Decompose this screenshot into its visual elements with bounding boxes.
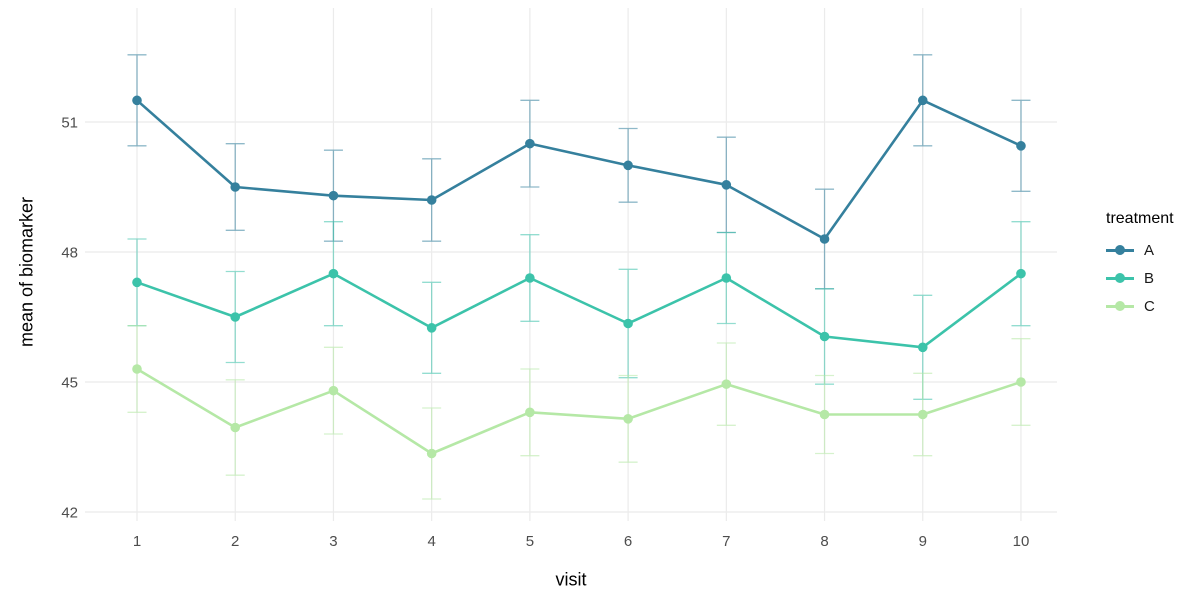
gridlines-horizontal: [85, 121, 1057, 513]
y-tick-label-45: 45: [61, 374, 78, 391]
x-tick-label-3: 3: [329, 533, 337, 550]
data-point-C-3: [328, 385, 339, 396]
x-tick-label-4: 4: [427, 533, 435, 550]
legend-key-c-icon: [1106, 300, 1134, 312]
data-point-C-10: [1016, 377, 1026, 387]
legend-key-a-icon: [1106, 244, 1134, 256]
error-bars-B: [127, 221, 1031, 400]
legend-key-dot: [1115, 273, 1125, 283]
x-tick-label-2: 2: [231, 533, 239, 550]
series-B: [127, 221, 1031, 400]
error-bars-A: [127, 54, 1031, 290]
data-point-C-4: [426, 448, 437, 459]
x-tick-label-9: 9: [919, 533, 927, 550]
data-point-C-1: [132, 364, 142, 374]
x-tick-label-6: 6: [624, 533, 632, 550]
x-tick-label-7: 7: [722, 533, 730, 550]
legend-label-c: C: [1144, 297, 1155, 315]
data-point-C-6: [623, 414, 633, 424]
data-point-A-5: [525, 138, 535, 149]
data-point-B-8: [819, 331, 830, 342]
data-point-B-7: [721, 273, 732, 283]
data-point-C-7: [721, 379, 732, 389]
x-tick-label-5: 5: [526, 533, 534, 550]
y-tick-label-51: 51: [61, 115, 78, 132]
data-point-B-2: [230, 312, 241, 322]
series-C: [127, 325, 1031, 500]
legend-item-c: C: [1106, 292, 1174, 320]
data-point-B-4: [426, 323, 437, 333]
data-point-C-2: [230, 422, 241, 433]
data-point-A-9: [917, 95, 928, 106]
data-point-A-4: [426, 195, 437, 205]
series-line-B: [135, 272, 1023, 349]
data-point-C-5: [525, 407, 535, 418]
legend-label-b: B: [1144, 269, 1155, 287]
legend: treatment A B C: [1106, 210, 1174, 320]
y-axis-tick-labels: 42 45 48 51: [61, 115, 78, 522]
data-point-A-8: [819, 234, 830, 244]
x-tick-label-1: 1: [133, 533, 141, 550]
x-tick-label-8: 8: [820, 533, 828, 550]
legend-item-a: A: [1106, 236, 1174, 264]
legend-title: treatment: [1106, 210, 1174, 227]
data-point-C-8: [819, 409, 830, 420]
legend-label-a: A: [1144, 241, 1155, 259]
data-point-A-10: [1016, 141, 1026, 151]
data-point-A-2: [230, 182, 241, 192]
data-point-C-9: [917, 409, 928, 420]
data-point-B-9: [917, 342, 928, 353]
x-axis-tick-labels: 1 2 3 4 5 6 7 8 9 10: [133, 533, 1029, 550]
legend-item-b: B: [1106, 264, 1174, 292]
data-point-A-7: [721, 180, 732, 190]
data-point-A-6: [623, 160, 633, 171]
legend-key-b-icon: [1106, 272, 1134, 284]
y-axis-title: mean of biomarker: [16, 196, 37, 348]
data-point-A-3: [328, 190, 339, 201]
x-axis-title: visit: [555, 569, 587, 590]
data-point-A-1: [132, 95, 142, 106]
data-point-B-3: [328, 268, 339, 279]
data-point-B-1: [132, 277, 142, 288]
legend-key-dot: [1115, 245, 1125, 255]
series-A: [127, 54, 1031, 290]
data-point-B-5: [525, 273, 535, 283]
series-line-C: [135, 367, 1023, 455]
y-tick-label-42: 42: [61, 504, 78, 521]
series-line-A: [135, 99, 1023, 241]
y-tick-label-48: 48: [61, 244, 78, 261]
error-bars-C: [127, 325, 1031, 500]
gridlines-vertical: [136, 8, 1022, 521]
data-point-B-10: [1016, 268, 1026, 279]
data-point-B-6: [623, 318, 633, 329]
legend-key-dot: [1115, 301, 1125, 311]
x-tick-label-10: 10: [1013, 533, 1030, 550]
